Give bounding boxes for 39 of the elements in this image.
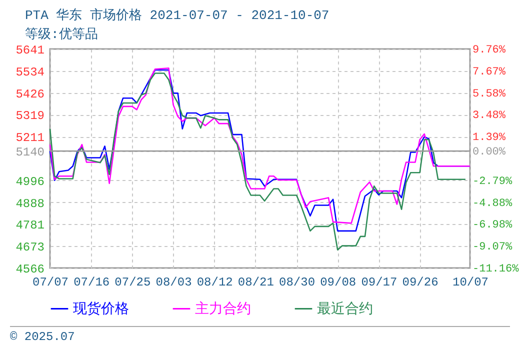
- y2-tick-label: 5.58%: [472, 88, 506, 100]
- x-tick-label: 09/26: [402, 276, 438, 290]
- x-tick-label: 07/25: [114, 276, 151, 290]
- y2-tick-label: 3.48%: [472, 110, 506, 122]
- x-tick-label: 10/07: [452, 276, 489, 290]
- y-tick-label: 5641: [16, 44, 44, 58]
- y2-tick-label: -2.79%: [472, 176, 513, 188]
- y2-tick-label: -11.16%: [472, 264, 520, 276]
- x-tick-label: 07/07: [32, 276, 69, 290]
- legend-label: 现货价格: [73, 300, 129, 318]
- y-tick-label: 4888: [16, 196, 44, 211]
- x-tick-label: 08/30: [279, 276, 316, 290]
- chart-subtitle: 等级:优等品: [25, 26, 98, 43]
- y-tick-label: 5426: [16, 87, 44, 102]
- x-tick-label: 09/08: [320, 276, 356, 290]
- y2-tick-label: -9.07%: [472, 242, 513, 254]
- y-tick-label: 5534: [16, 65, 44, 80]
- text: © 2025.07: [10, 326, 510, 344]
- legend-label: 最近合约: [317, 300, 373, 318]
- x-tick-label: 08/12: [196, 276, 233, 290]
- y2-tick-label: -6.98%: [472, 220, 513, 232]
- y2-tick-label: 1.39%: [472, 132, 506, 144]
- x-tick-label: 08/03: [156, 276, 192, 290]
- y-tick-label: 5211: [16, 131, 44, 146]
- y-tick-label: 5319: [16, 109, 44, 124]
- y-tick-label: 4996: [16, 174, 44, 189]
- y2-tick-label: 0.00%: [472, 146, 506, 159]
- y-tick-label: 5140: [16, 146, 44, 160]
- y-tick-label: 4673: [16, 240, 44, 255]
- chart-title: PTA 华东 市场价格 2021-07-07 - 2021-10-07: [25, 7, 330, 24]
- y2-tick-label: -4.88%: [472, 198, 513, 210]
- legend-label: 主力合约: [195, 300, 251, 318]
- y2-tick-label: 7.67%: [472, 66, 506, 78]
- y-tick-label: 4566: [16, 262, 44, 276]
- y-tick-label: 4781: [16, 218, 44, 233]
- x-tick-label: 08/21: [238, 276, 274, 290]
- x-tick-label: 07/16: [74, 276, 110, 290]
- y2-tick-label: 9.76%: [472, 44, 506, 56]
- x-tick-label: 09/17: [361, 276, 398, 290]
